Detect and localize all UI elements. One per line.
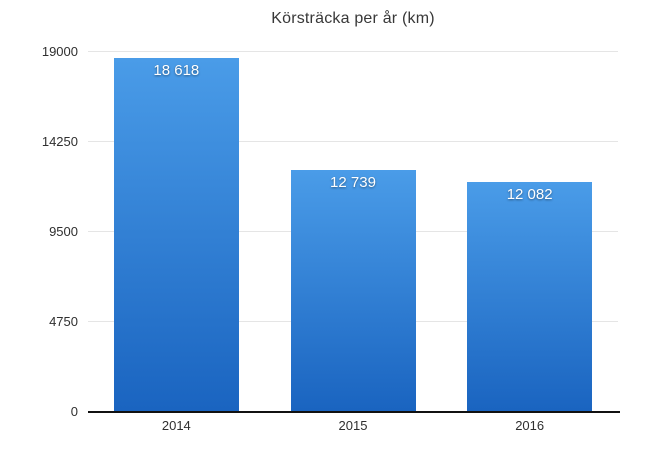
y-gridline [88, 50, 618, 52]
bar-2016: 12 082 [467, 182, 593, 411]
x-axis-tick-label: 2016 [515, 418, 545, 433]
y-axis-tick-label: 4750 [49, 313, 78, 329]
x-axis-tick-label: 2015 [338, 418, 368, 433]
bar-value-label: 18 618 [153, 62, 200, 80]
y-axis-tick-label: 9500 [49, 223, 78, 239]
chart-title: Körsträcka per år (km) [271, 10, 435, 27]
bar-value-label: 12 739 [330, 173, 376, 191]
bar-value-label: 12 082 [506, 186, 553, 204]
bar-2015: 12 739 [290, 169, 416, 411]
x-axis-line [88, 411, 620, 413]
y-axis-tick-label: 14250 [41, 133, 78, 149]
y-axis-tick-label: 19000 [41, 43, 78, 59]
bar-2014: 18 618 [113, 58, 239, 411]
y-axis-tick-label: 0 [70, 403, 78, 419]
y-gridline [88, 140, 618, 142]
x-axis-tick-label: 2014 [161, 418, 191, 433]
